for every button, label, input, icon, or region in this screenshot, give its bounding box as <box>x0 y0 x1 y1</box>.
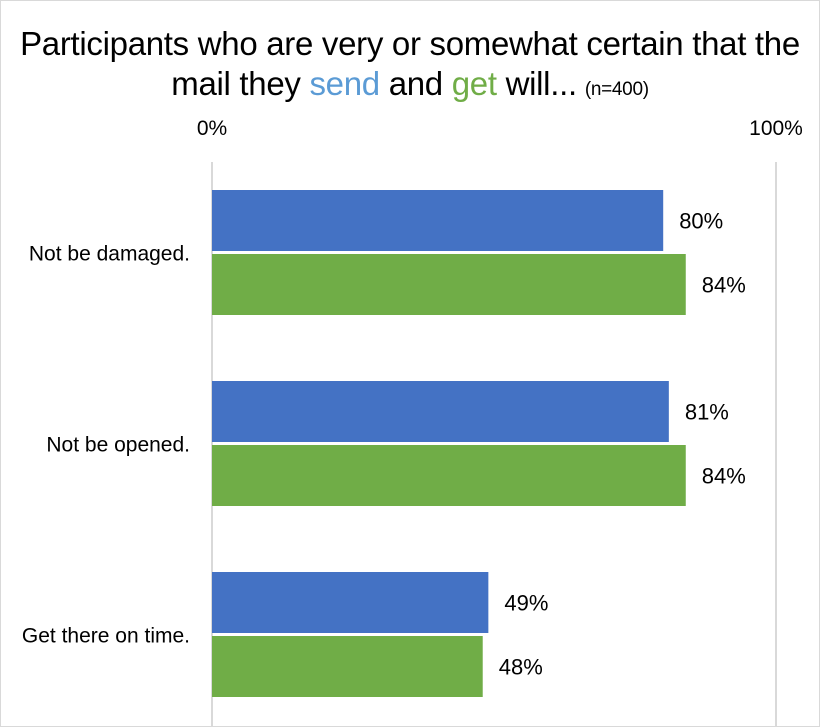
bar-send <box>212 381 669 442</box>
bar-send <box>212 190 664 251</box>
data-label: 84% <box>702 464 746 489</box>
bar-get <box>212 254 686 315</box>
category-label: Not be opened. <box>46 434 190 457</box>
title-get-word: get <box>451 65 497 102</box>
data-label: 84% <box>702 273 746 298</box>
chart-title-line2: mail they send and get will... (n=400) <box>0 64 820 110</box>
chart-title: Participants who are very or somewhat ce… <box>0 24 820 110</box>
category-label: Get there on time. <box>22 625 190 648</box>
sample-size-label: (n=400) <box>584 79 649 100</box>
title-text-mid: and <box>379 65 452 102</box>
data-label: 81% <box>685 400 729 425</box>
bar-send <box>212 572 489 633</box>
chart-title-line1: Participants who are very or somewhat ce… <box>20 25 800 62</box>
bar-get <box>212 636 483 697</box>
data-label: 80% <box>679 209 723 234</box>
bar-get <box>212 445 686 506</box>
axis-tick-label: 100% <box>749 117 803 140</box>
title-text-pre: mail they <box>171 65 310 102</box>
data-label: 48% <box>499 655 543 680</box>
axis-tick-label: 0% <box>197 117 227 140</box>
title-send-word: send <box>309 65 380 102</box>
data-label: 49% <box>504 591 548 616</box>
category-label: Not be damaged. <box>29 243 190 266</box>
title-text-post: will... <box>496 65 578 102</box>
